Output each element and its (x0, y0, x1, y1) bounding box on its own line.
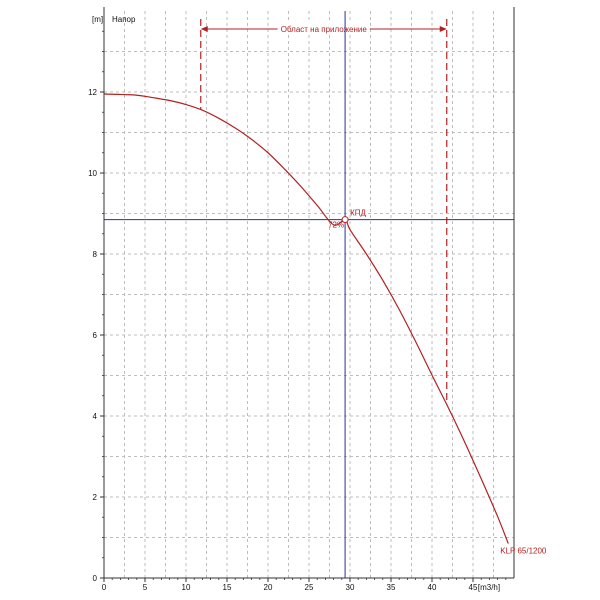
y-tick-label-8: 8 (93, 250, 98, 259)
y-axis-label: [m] (92, 15, 103, 24)
y-tick-label-0: 0 (93, 574, 98, 583)
x-tick-label-35: 35 (387, 583, 396, 592)
chart-title: Напор (112, 15, 136, 24)
x-tick-label-20: 20 (264, 583, 273, 592)
x-tick-label-0: 0 (102, 583, 107, 592)
series-label: KLP 65/1200 (500, 547, 547, 556)
efficiency-label: КПД (350, 209, 366, 218)
operating-point-crosshair (104, 11, 514, 578)
operating-point-marker (341, 216, 349, 224)
x-axis-label: [m3/h] (478, 583, 500, 592)
x-tick-label-5: 5 (143, 583, 148, 592)
y-tick-label-12: 12 (88, 88, 97, 97)
range-arrowhead-left (200, 26, 208, 32)
range-arrowhead-right (439, 26, 447, 32)
x-tick-label-25: 25 (305, 583, 314, 592)
y-tick-label-4: 4 (93, 412, 98, 421)
x-tick-label-45: 45 (469, 583, 478, 592)
range-label: Област на приложение (281, 25, 368, 34)
y-tick-label-10: 10 (88, 169, 97, 178)
efficiency-value: 72% (328, 221, 344, 230)
x-tick-label-10: 10 (182, 583, 191, 592)
y-tick-label-6: 6 (93, 331, 98, 340)
application-range: Област на приложение (200, 19, 448, 405)
grid (104, 11, 515, 578)
x-tick-label-40: 40 (428, 583, 437, 592)
series-line-0 (103, 93, 509, 544)
series-layer (103, 93, 509, 544)
y-tick-label-2: 2 (93, 493, 98, 502)
x-tick-label-30: 30 (346, 583, 355, 592)
ticks: 0 5 10 15 20 25 30 35 40 45 0 2 4 6 8 10 12 (88, 30, 507, 592)
x-tick-label-15: 15 (223, 583, 232, 592)
range-label-background (277, 23, 370, 34)
operating-point: КПД 72% (328, 209, 366, 230)
